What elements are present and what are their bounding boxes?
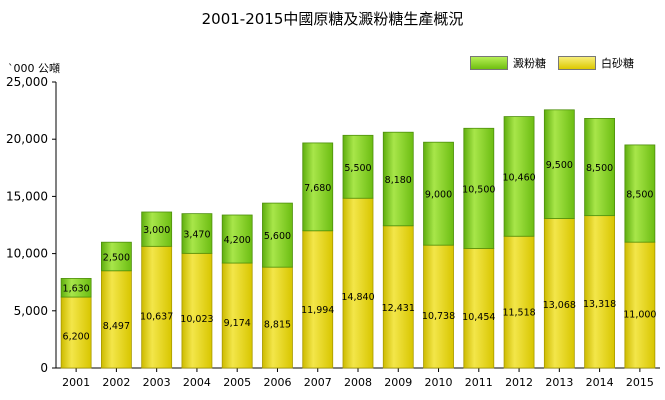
- data-label: 5,500: [344, 163, 371, 174]
- bar-segment: [382, 225, 414, 369]
- data-label: 13,318: [583, 299, 616, 310]
- bar-segment: [503, 235, 535, 369]
- x-tick-label: 2015: [626, 376, 654, 389]
- data-label: 11,518: [502, 307, 535, 318]
- bar-segment: [584, 215, 615, 369]
- bar-segment: [221, 262, 253, 369]
- data-label: 8,500: [586, 163, 613, 174]
- x-tick-label: 2013: [545, 376, 573, 389]
- legend: 澱粉糖 白砂糖: [470, 55, 646, 71]
- bar-segment: [101, 241, 132, 272]
- data-label: 5,600: [264, 231, 291, 242]
- data-label: 3,470: [183, 229, 210, 240]
- bar-segment: [423, 244, 454, 369]
- bar-segment: [302, 142, 334, 232]
- y-tick-label: 15,000: [6, 189, 48, 203]
- y-tick-label: 20,000: [6, 132, 48, 146]
- data-label: 11,000: [623, 310, 656, 321]
- data-label: 10,454: [462, 312, 495, 323]
- data-label: 8,500: [626, 190, 653, 201]
- x-tick-label: 2012: [505, 376, 533, 389]
- data-label: 14,840: [341, 292, 374, 303]
- x-tick-label: 2006: [263, 376, 291, 389]
- bar-segment: [584, 118, 615, 217]
- legend-label-starch-sugar: 澱粉糖: [513, 57, 546, 70]
- x-tick-label: 2008: [344, 376, 372, 389]
- data-label: 9,500: [546, 160, 573, 171]
- data-label: 8,497: [103, 321, 130, 332]
- y-tick-label: 25,000: [6, 75, 48, 89]
- y-tick-label: 5,000: [14, 304, 48, 318]
- data-label: 6,200: [63, 332, 90, 343]
- bar-segment: [543, 218, 575, 369]
- data-label: 10,738: [422, 311, 455, 322]
- x-tick-label: 2004: [183, 376, 211, 389]
- data-label: 12,431: [382, 303, 415, 314]
- bar-segment: [342, 197, 374, 369]
- bar-segment: [463, 248, 495, 369]
- x-tick-label: 2007: [304, 376, 332, 389]
- bar-segment: [141, 211, 173, 247]
- legend-item-starch-sugar: 澱粉糖: [470, 55, 546, 71]
- legend-item-white-sugar: 白砂糖: [558, 55, 634, 71]
- data-label: 10,460: [502, 172, 535, 183]
- bar-segment: [262, 202, 293, 268]
- legend-swatch-white-sugar: [558, 56, 596, 70]
- y-tick-label: 10,000: [6, 247, 48, 261]
- bar-segment: [181, 252, 213, 369]
- data-label: 10,023: [180, 314, 213, 325]
- bar-segment: [101, 270, 132, 369]
- data-label: 3,000: [143, 225, 170, 236]
- legend-swatch-starch-sugar: [470, 56, 508, 70]
- x-tick-label: 2001: [62, 376, 90, 389]
- bar-segment: [624, 144, 656, 243]
- x-tick-label: 2003: [143, 376, 171, 389]
- data-label: 8,815: [264, 320, 291, 331]
- data-label: 7,680: [304, 183, 331, 194]
- bar-segment: [624, 241, 656, 369]
- x-tick-label: 2014: [586, 376, 614, 389]
- x-tick-label: 2009: [384, 376, 412, 389]
- x-tick-label: 2010: [425, 376, 453, 389]
- bar-segment: [60, 296, 92, 369]
- chart-title: 2001-2015中國原糖及澱粉糖生產概況: [201, 10, 464, 28]
- data-label: 4,200: [224, 235, 251, 246]
- bar-segment: [141, 245, 173, 369]
- bar-segment: [221, 214, 253, 264]
- data-label: 1,630: [63, 284, 90, 295]
- bar-segment: [262, 266, 293, 369]
- x-tick-label: 2005: [223, 376, 251, 389]
- data-label: 8,180: [385, 175, 412, 186]
- data-label: 13,068: [543, 300, 576, 311]
- bar-segment: [423, 141, 454, 246]
- data-label: 9,174: [224, 318, 251, 329]
- bar-segment: [342, 134, 374, 199]
- bar-segment: [503, 116, 535, 237]
- y-tick-label: 0: [40, 361, 48, 375]
- legend-label-white-sugar: 白砂糖: [601, 57, 634, 70]
- data-label: 10,637: [140, 311, 173, 322]
- data-label: 9,000: [425, 190, 452, 201]
- bar-segment: [382, 131, 414, 227]
- x-tick-label: 2002: [102, 376, 130, 389]
- data-label: 11,994: [301, 305, 334, 316]
- bar-segment: [181, 213, 213, 254]
- x-tick-label: 2011: [465, 376, 493, 389]
- bar-segment: [543, 109, 575, 219]
- bar-segment: [60, 278, 92, 298]
- bar-segment: [302, 230, 334, 369]
- y-axis-unit-label: `000 公噸: [8, 62, 60, 75]
- bar-segment: [463, 127, 495, 249]
- data-label: 10,500: [462, 184, 495, 195]
- data-label: 2,500: [103, 252, 130, 263]
